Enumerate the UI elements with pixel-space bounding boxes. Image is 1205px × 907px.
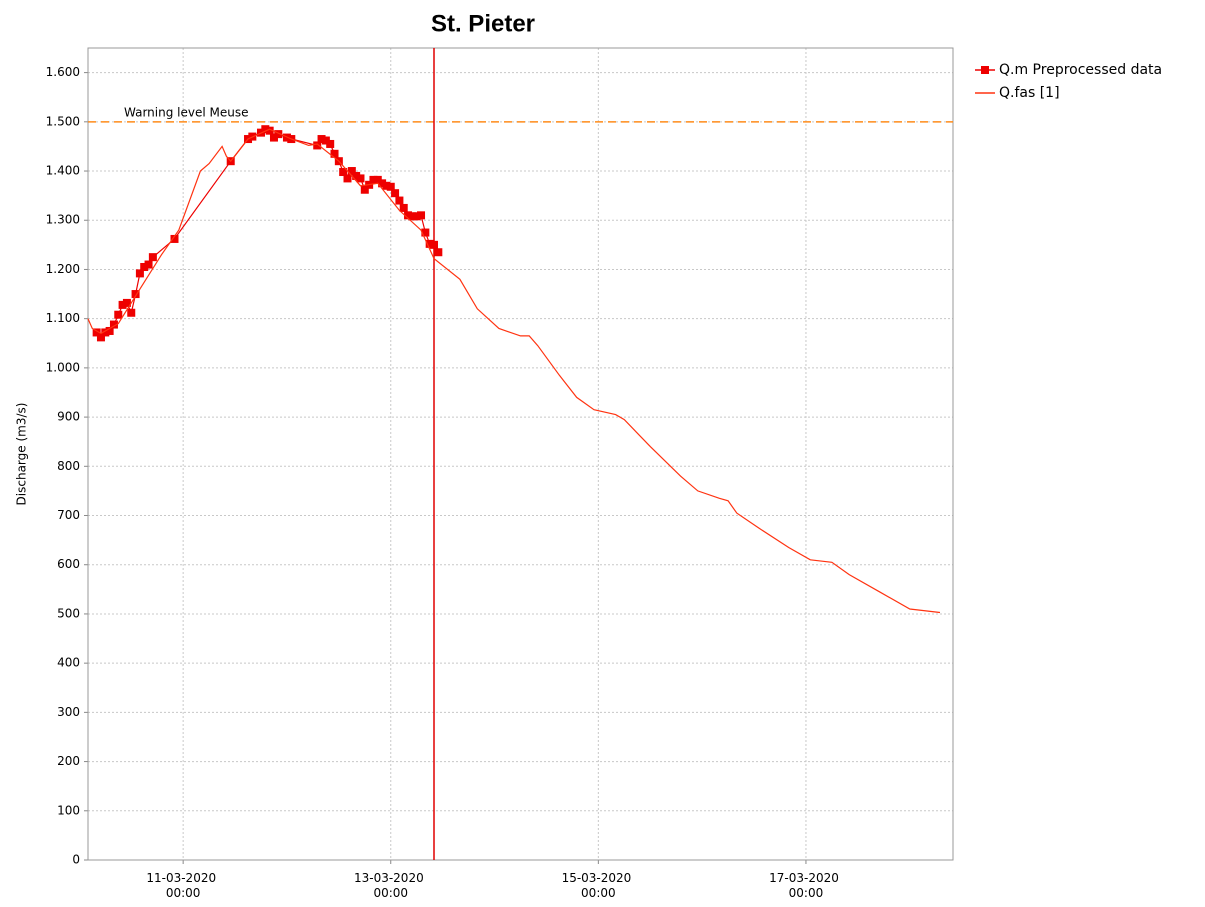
- y-tick-label: 500: [57, 606, 80, 620]
- y-tick-label: 700: [57, 508, 80, 522]
- data-point: [347, 167, 356, 176]
- y-tick-label: 1.100: [46, 311, 80, 325]
- data-point: [144, 260, 153, 269]
- data-point: [131, 290, 140, 299]
- y-tick-label: 300: [57, 705, 80, 719]
- data-point: [356, 174, 365, 183]
- threshold-label: Warning level Meuse: [124, 105, 248, 119]
- y-tick-label: 1.500: [46, 114, 80, 128]
- x-tick-label: 13-03-2020 00:00: [354, 871, 428, 900]
- y-tick-label: 1.600: [46, 65, 80, 79]
- data-point: [326, 139, 335, 148]
- y-tick-label: 200: [57, 754, 80, 768]
- y-tick-label: 400: [57, 656, 80, 670]
- y-tick-label: 100: [57, 803, 80, 817]
- data-point: [265, 126, 274, 135]
- data-point: [313, 141, 322, 150]
- data-point: [378, 179, 387, 188]
- data-point: [391, 189, 400, 198]
- y-axis-label: Discharge (m3/s): [15, 403, 29, 506]
- data-point: [382, 181, 391, 190]
- data-point: [404, 211, 413, 220]
- y-tick-label: 1.300: [46, 213, 80, 227]
- data-point: [101, 328, 110, 337]
- y-tick-label: 1.400: [46, 164, 80, 178]
- data-point: [96, 333, 105, 342]
- legend-label: Q.m Preprocessed data: [999, 62, 1162, 78]
- data-point: [434, 248, 443, 257]
- data-point: [274, 130, 283, 139]
- data-point: [421, 228, 430, 237]
- data-point: [135, 269, 144, 278]
- data-point: [330, 149, 339, 158]
- data-point: [109, 320, 118, 329]
- data-point: [352, 171, 361, 180]
- data-point: [425, 239, 434, 248]
- data-point: [321, 136, 330, 145]
- data-point: [140, 262, 149, 271]
- x-tick-label: 17-03-2020 00:00: [769, 871, 843, 900]
- data-point: [408, 212, 417, 221]
- x-tick-label: 11-03-2020 00:00: [146, 871, 220, 900]
- data-point: [170, 234, 179, 243]
- y-tick-label: 600: [57, 557, 80, 571]
- data-point: [399, 203, 408, 212]
- data-point: [430, 240, 438, 249]
- data-point: [317, 135, 326, 144]
- data-point: [114, 310, 123, 319]
- data-point: [92, 328, 101, 337]
- data-point: [386, 182, 395, 191]
- data-point: [373, 175, 382, 184]
- data-point: [412, 212, 421, 221]
- data-point: [395, 196, 404, 205]
- data-point: [343, 174, 352, 183]
- data-point: [339, 168, 348, 177]
- data-point: [360, 185, 369, 194]
- data-point: [417, 211, 426, 220]
- chart-title: St. Pieter: [431, 10, 535, 37]
- data-point: [118, 300, 127, 309]
- data-point: [369, 175, 378, 184]
- series-line: [87, 128, 941, 614]
- x-tick-label: 15-03-2020 00:00: [562, 871, 636, 900]
- data-point: [105, 326, 114, 335]
- data-point: [148, 253, 157, 262]
- legend-label: Q.fas [1]: [999, 85, 1060, 101]
- legend-marker: [981, 66, 989, 74]
- data-point: [261, 125, 270, 134]
- y-tick-label: 0: [72, 853, 80, 867]
- y-tick-label: 1.200: [46, 262, 80, 276]
- plot-area: [88, 48, 953, 860]
- data-point: [269, 133, 278, 142]
- data-point: [122, 298, 131, 307]
- y-tick-label: 900: [57, 410, 80, 424]
- y-tick-label: 1.000: [46, 360, 80, 374]
- data-point: [127, 308, 136, 317]
- plot-border: [87, 47, 954, 861]
- y-tick-label: 800: [57, 459, 80, 473]
